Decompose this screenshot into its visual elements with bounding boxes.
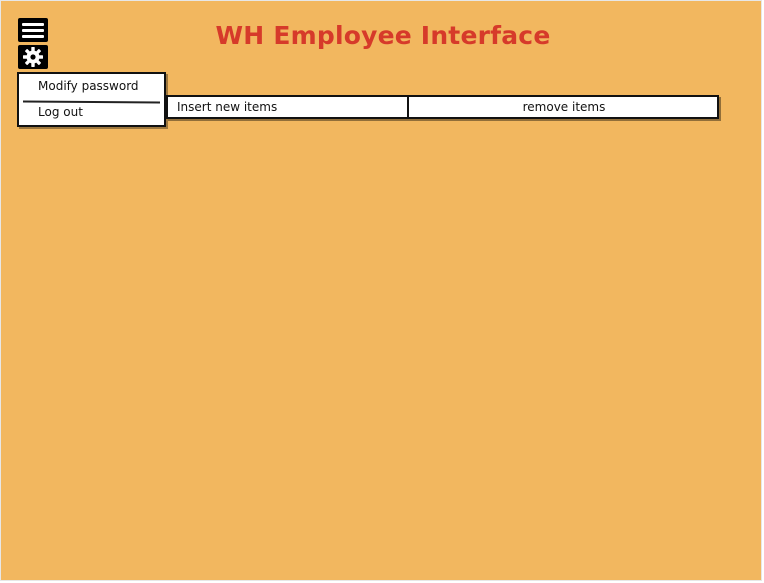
gear-glyph <box>23 47 43 67</box>
gear-icon[interactable] <box>18 45 48 69</box>
settings-dropdown-menu: Modify password Log out <box>17 72 166 127</box>
tab-insert-new-items[interactable]: Insert new items <box>177 100 278 114</box>
menu-item-log-out[interactable]: Log out <box>38 105 83 119</box>
tab-bar: Insert new items remove items <box>166 95 719 119</box>
hamburger-menu-icon[interactable] <box>18 18 48 42</box>
menu-divider <box>22 100 161 103</box>
menu-item-modify-password[interactable]: Modify password <box>38 79 139 93</box>
tab-remove-items[interactable]: remove items <box>407 97 719 117</box>
page-title: WH Employee Interface <box>215 21 551 50</box>
